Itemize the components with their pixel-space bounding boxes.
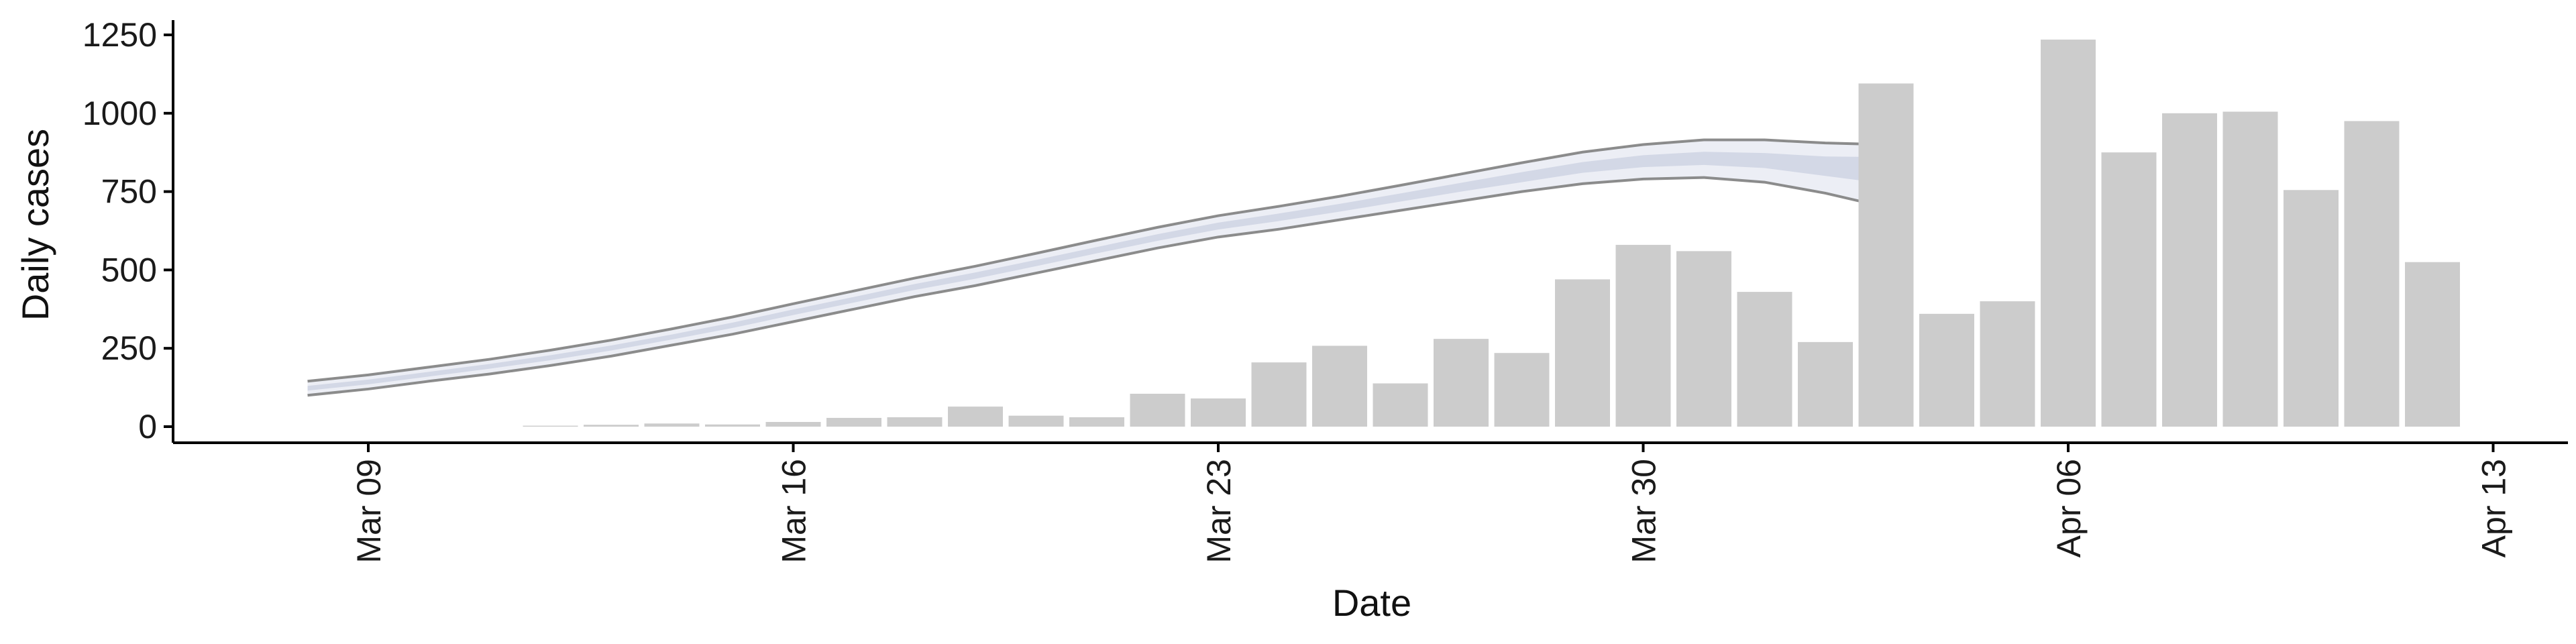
y-tick-label: 1000: [83, 95, 157, 132]
x-tick-label: Mar 23: [1200, 459, 1238, 564]
axes: 0 250 500 750 1000 1250 Mar 09 Mar 16 Mar 23 Mar …: [83, 16, 2568, 564]
bar: [2101, 152, 2157, 427]
bar: [584, 425, 639, 427]
bar: [1434, 339, 1489, 427]
y-tick-label: 1250: [83, 16, 157, 54]
y-tick-label: 750: [101, 173, 157, 211]
bar: [826, 417, 881, 427]
bar: [887, 417, 943, 427]
bar: [1615, 245, 1671, 427]
bar: [1798, 341, 1853, 427]
x-tick-label: Apr 06: [2050, 459, 2088, 557]
bar: [1494, 353, 1550, 427]
bar: [705, 424, 760, 427]
bars: [523, 40, 2460, 427]
bar: [1069, 417, 1124, 427]
bar: [2344, 121, 2400, 427]
bar: [2405, 262, 2460, 427]
bar: [2284, 190, 2339, 427]
bar: [1130, 393, 1185, 427]
bar: [644, 423, 700, 427]
x-tick-label: Mar 09: [350, 459, 388, 564]
y-tick-label: 500: [101, 251, 157, 288]
bar: [2162, 113, 2217, 427]
bar: [2222, 111, 2278, 427]
y-axis-title: Daily cases: [14, 129, 56, 321]
bar: [1980, 301, 2035, 427]
x-tick-label: Mar 16: [775, 459, 813, 564]
bar: [1191, 398, 1246, 427]
bar: [765, 421, 821, 427]
band-lower-line: [307, 176, 1886, 397]
bar: [2041, 40, 2096, 427]
bar: [948, 407, 1003, 427]
y-tick-label: 250: [101, 329, 157, 367]
bar: [1312, 345, 1367, 427]
x-tick-label: Apr 13: [2475, 459, 2513, 557]
bar: [1251, 362, 1307, 427]
bar: [1373, 383, 1428, 427]
bar: [1555, 279, 1610, 427]
bar: [1858, 83, 1914, 427]
bar: [523, 425, 578, 427]
bar: [1919, 313, 1974, 427]
x-tick-label: Mar 30: [1625, 459, 1663, 564]
band-inner: [307, 152, 1886, 391]
bar: [1676, 251, 1731, 427]
bar: [1008, 415, 1064, 427]
band-upper-line: [307, 138, 1886, 383]
x-axis-title: Date: [1332, 582, 1411, 624]
bar: [1737, 292, 1792, 427]
prediction-band: [307, 138, 1886, 397]
y-tick-label: 0: [138, 408, 157, 445]
